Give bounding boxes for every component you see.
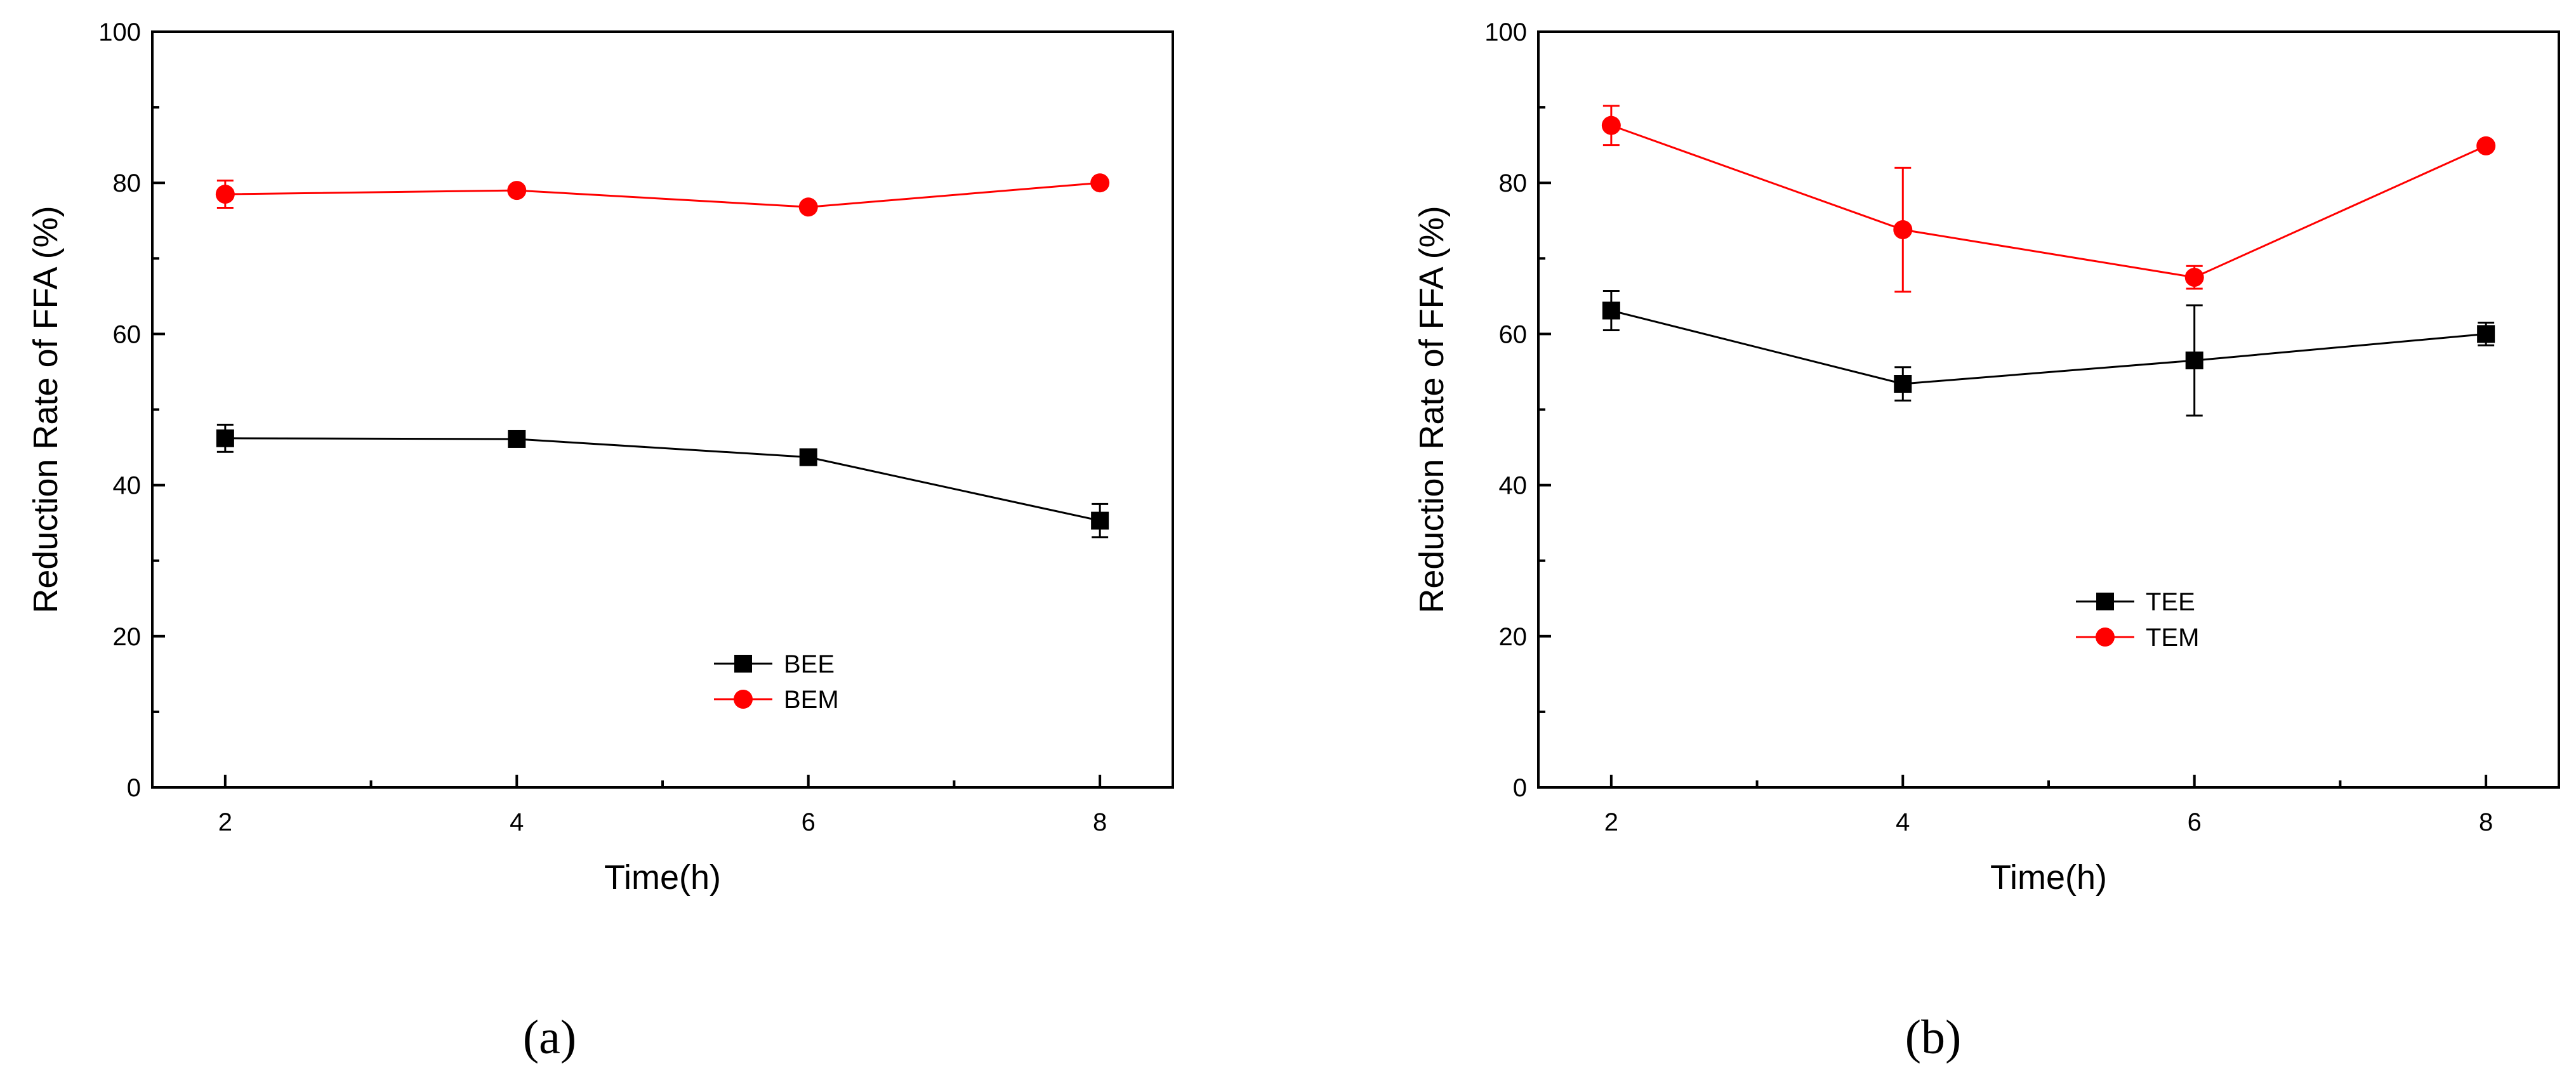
y-axis-label: Reduction Rate of FFA (%) <box>27 206 65 613</box>
y-tick-label: 20 <box>113 623 142 651</box>
plot-frame <box>1537 30 2560 789</box>
legend-label-tee: TEE <box>2146 588 2195 616</box>
y-axis-label: Reduction Rate of FFA (%) <box>1413 206 1451 613</box>
y-tick-label: 40 <box>113 472 142 500</box>
legend-label-bem: BEM <box>784 686 839 714</box>
x-axis-label: Time(h) <box>604 858 721 897</box>
legend-marker <box>2096 628 2115 647</box>
legend-label-bee: BEE <box>784 650 835 678</box>
legend-marker <box>2096 593 2114 610</box>
x-tick-label: 8 <box>1093 808 1107 836</box>
series-tem <box>1601 105 2496 293</box>
x-tick-label: 2 <box>1604 808 1618 836</box>
y-tick-label: 60 <box>1499 320 1528 348</box>
data-point <box>1893 220 1913 240</box>
x-tick-label: 6 <box>802 808 816 836</box>
y-tick-label: 20 <box>1499 623 1528 651</box>
data-point <box>2185 352 2203 370</box>
data-point <box>2476 136 2496 155</box>
plot-frame <box>151 30 1174 789</box>
series-line <box>1611 124 2487 279</box>
data-point <box>215 185 235 204</box>
chart-panel-b: 0 20 40 60 80 100 2 4 6 8 Time(h) Reduction Rate of… <box>1413 18 2560 897</box>
legend-marker <box>734 690 753 709</box>
panel-label: (a) <box>523 1011 576 1064</box>
chart-panel-a: 0 20 40 60 80 100 2 4 6 8 Time(h) Reduction Rate of… <box>27 18 1174 897</box>
y-tick-label: 0 <box>1513 774 1527 802</box>
data-point <box>1091 511 1109 530</box>
data-point <box>1894 375 1912 393</box>
legend-label-tem: TEM <box>2146 624 2199 652</box>
series-tee <box>1602 290 2495 417</box>
series-bem <box>215 173 1110 217</box>
series-line <box>225 181 1100 208</box>
series-line <box>225 437 1100 522</box>
data-point <box>508 430 526 448</box>
data-point <box>1602 301 1620 320</box>
y-tick-label: 80 <box>113 169 142 197</box>
data-point <box>2184 268 2204 287</box>
data-point <box>507 181 527 200</box>
x-tick-label: 6 <box>2188 808 2202 836</box>
x-tick-label: 2 <box>218 808 232 836</box>
legend-marker <box>734 655 752 673</box>
x-tick-label: 4 <box>510 808 524 836</box>
x-axis-label: Time(h) <box>1990 858 2107 897</box>
y-tick-label: 100 <box>98 18 141 46</box>
y-tick-label: 80 <box>1499 169 1528 197</box>
y-tick-label: 100 <box>1484 18 1527 46</box>
y-tick-label: 0 <box>127 774 141 802</box>
data-point <box>798 197 818 217</box>
series-line <box>1611 310 2487 385</box>
data-point <box>216 429 234 447</box>
data-point <box>1090 173 1110 193</box>
data-point <box>2477 325 2495 343</box>
y-tick-label: 60 <box>113 320 142 348</box>
x-tick-label: 8 <box>2479 808 2493 836</box>
series-bee <box>216 423 1109 539</box>
x-tick-label: 4 <box>1896 808 1910 836</box>
y-tick-label: 40 <box>1499 472 1528 500</box>
panel-label: (b) <box>1905 1011 1962 1064</box>
data-point <box>1601 115 1621 135</box>
data-point <box>799 448 817 466</box>
